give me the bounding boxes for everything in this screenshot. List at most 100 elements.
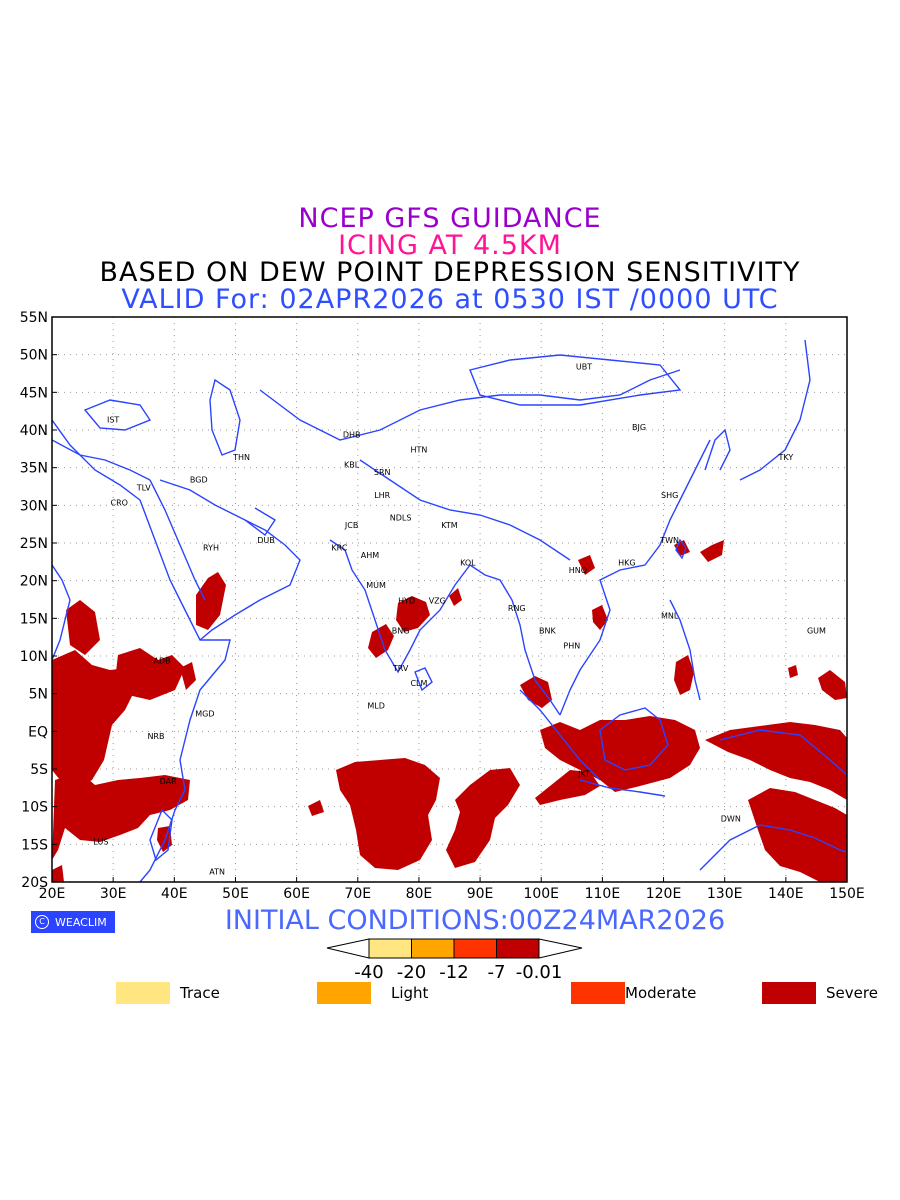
station-label: PHN (563, 641, 580, 650)
icing-region-indian-ocean-2 (446, 768, 520, 868)
station-label: HKG (618, 559, 635, 568)
station-label: TKY (777, 453, 793, 462)
lat-tick-label: 45N (20, 385, 48, 401)
legend-swatch-light (317, 982, 371, 1004)
colorbar-box (496, 938, 540, 959)
station-label: UBT (576, 363, 592, 372)
station-label: DUB (257, 536, 275, 545)
coastline-japan (739, 339, 811, 481)
station-label: MUM (366, 581, 386, 590)
colorbar-tick-label: -12 (439, 962, 468, 983)
station-label: CLM (410, 679, 427, 688)
station-label: AHM (361, 551, 379, 560)
logo-text: WEACLIM (55, 915, 107, 929)
station-label: IST (107, 415, 119, 424)
icing-region-indian-ocean-1 (336, 758, 440, 870)
lat-tick-label: 50N (20, 348, 48, 364)
icing-region-vietnam (592, 605, 608, 630)
icing-region-new-guinea (705, 722, 847, 800)
station-label: HNO (569, 566, 587, 575)
station-label: LHR (374, 491, 390, 500)
icing-region-malaya (520, 676, 552, 708)
axis-labels: 20E 30E 40E 50E 60E 70E 80E 90E 100E 110E 120E 130E… (20, 310, 865, 902)
station-label: TLV (136, 483, 151, 492)
icing-regions (52, 540, 847, 882)
colorbar-tick-label: -7 (488, 962, 506, 983)
colorbar-box (368, 938, 412, 959)
weaclim-logo: C WEACLIM (31, 911, 115, 933)
title-line-2: ICING AT 4.5KM (338, 230, 562, 261)
title-line-3: BASED ON DEW POINT DEPRESSION SENSITIVIT… (99, 257, 801, 288)
lat-tick-label: EQ (28, 724, 48, 740)
lon-tick-label: 150E (829, 886, 865, 902)
icing-region-indian-ocean-3 (308, 800, 324, 816)
colorbar-right-arrow (538, 938, 583, 959)
station-labels: IST TLV CRO BGD THN DHB HTN KBL SRN LHR JCB NDLS KTM… (93, 363, 826, 877)
legend-label-light: Light (391, 984, 429, 1002)
colorbar-box (453, 938, 497, 959)
station-label: SHG (661, 491, 678, 500)
lon-tick-label: 100E (523, 886, 559, 902)
station-label: BNG (392, 626, 410, 635)
station-label: RNG (508, 604, 526, 613)
icing-region-andaman (449, 588, 462, 606)
coastline-taiwan (675, 538, 687, 560)
coastline-persian-gulf (244, 507, 276, 537)
lat-tick-label: 10S (21, 800, 48, 816)
station-label: NRB (147, 732, 164, 741)
coastline-indochina (559, 439, 711, 716)
station-label: CRO (111, 498, 128, 507)
colorbar-tick-label: -0.01 (516, 962, 563, 983)
colorbar-box (411, 938, 455, 959)
lat-tick-label: 20N (20, 574, 48, 590)
lat-tick-label: 5S (30, 762, 48, 778)
station-label: NDLS (390, 513, 412, 522)
station-label: JCB (344, 521, 358, 530)
station-label: ATN (209, 867, 225, 876)
valid-time-title: VALID For: 02APR2026 at 0530 IST /0000 U… (121, 284, 779, 315)
station-label: DHB (343, 431, 361, 440)
icing-region-africa-south (52, 772, 190, 860)
lon-tick-label: 40E (161, 886, 188, 902)
lon-tick-label: 50E (222, 886, 249, 902)
icing-region-somalia (180, 662, 196, 690)
station-label: DWN (721, 815, 741, 824)
lat-tick-label: 35N (20, 461, 48, 477)
coastline-caspian (209, 378, 241, 456)
lon-tick-label: 70E (344, 886, 371, 902)
icing-region-taiwan-east (700, 540, 724, 562)
coastline-africa-west (52, 564, 71, 661)
station-label: LUS (93, 837, 108, 846)
coastline-philippines (669, 599, 701, 701)
border-mongolia (469, 354, 682, 406)
icing-region-philippines (674, 655, 694, 695)
lat-tick-label: 15S (21, 837, 48, 853)
station-label: BNK (539, 626, 556, 635)
legend-swatch-severe (762, 982, 816, 1004)
icing-region-africa-horn (115, 648, 185, 700)
station-label: THN (232, 453, 250, 462)
coastlines (52, 339, 847, 882)
station-label: GUM (807, 626, 826, 635)
coastline-bay-of-bengal (469, 564, 561, 716)
coastline-borneo (599, 707, 669, 771)
lon-tick-label: 120E (646, 886, 682, 902)
station-label: ADB (154, 657, 171, 666)
station-label: BJG (632, 423, 646, 432)
coastline-sumatra (519, 689, 601, 781)
colorbar: -40 -20 -12 -7 -0.01 (326, 938, 583, 983)
coastline-new-guinea (719, 729, 847, 776)
lat-tick-label: 10N (20, 649, 48, 665)
lat-tick-label: 30N (20, 498, 48, 514)
station-label: KOL (460, 559, 476, 568)
icing-region-sumatra (535, 770, 600, 805)
lon-tick-label: 90E (467, 886, 494, 902)
icing-region-pacific-east (818, 670, 847, 700)
coastline-sri-lanka (414, 667, 433, 692)
lat-tick-label: 55N (20, 310, 48, 326)
legend-label-severe: Severe (826, 984, 878, 1002)
station-label: KRC (331, 544, 347, 553)
icing-region-africa-north (66, 600, 100, 655)
station-label: KBL (344, 461, 360, 470)
